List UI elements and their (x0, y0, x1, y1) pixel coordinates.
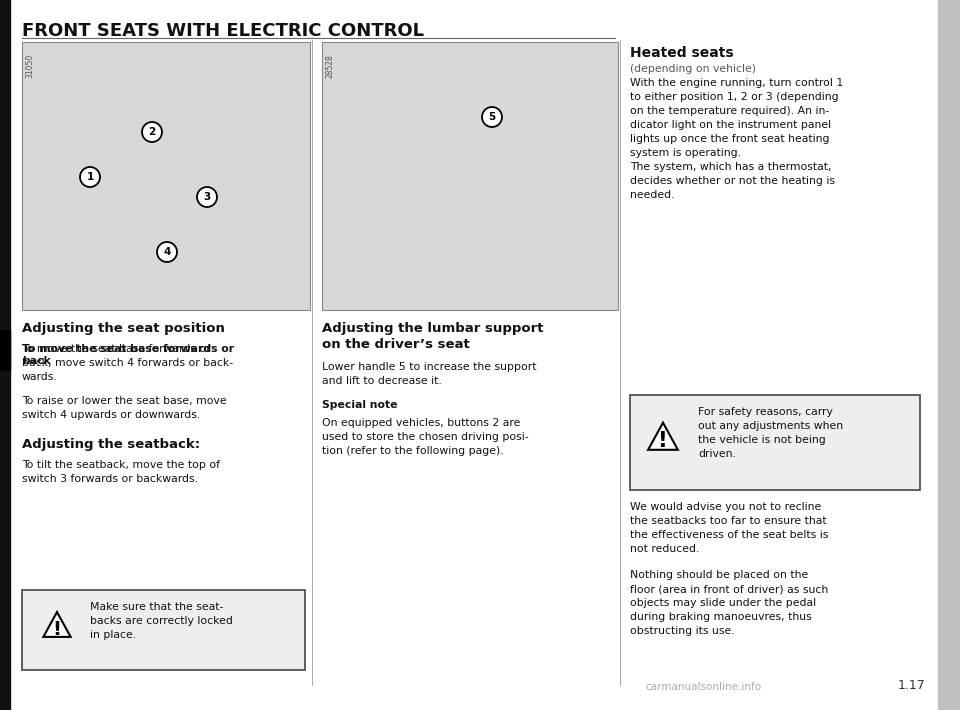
Text: For safety reasons, carry
out any adjustments when
the vehicle is not being
driv: For safety reasons, carry out any adjust… (698, 407, 843, 459)
Text: Nothing should be placed on the
floor (area in front of driver) as such
objects : Nothing should be placed on the floor (a… (630, 570, 828, 636)
Text: Lower handle 5 to increase the support
and lift to decrease it.: Lower handle 5 to increase the support a… (322, 362, 537, 386)
Circle shape (80, 167, 100, 187)
Text: Adjusting the seat position: Adjusting the seat position (22, 322, 225, 335)
Text: Heated seats: Heated seats (630, 46, 733, 60)
Text: 28528: 28528 (325, 54, 334, 78)
Bar (0, 0, 10, 710)
Text: To raise or lower the seat base, move
switch 4 upwards or downwards.: To raise or lower the seat base, move sw… (22, 396, 227, 420)
Text: !: ! (659, 432, 668, 452)
Text: To move the seat base forwards or
back: To move the seat base forwards or back (22, 344, 234, 366)
Text: Special note: Special note (322, 400, 397, 410)
Text: Adjusting the lumbar support: Adjusting the lumbar support (322, 322, 543, 335)
Text: To move the seat base forwards or
back, move switch: To move the seat base forwards or back, … (22, 344, 211, 366)
Text: 2: 2 (149, 127, 156, 137)
Text: On equipped vehicles, buttons 2 are
used to store the chosen driving posi-
tion : On equipped vehicles, buttons 2 are used… (322, 418, 529, 456)
Circle shape (482, 107, 502, 127)
Text: 1: 1 (86, 172, 94, 182)
Text: FRONT SEATS WITH ELECTRIC CONTROL: FRONT SEATS WITH ELECTRIC CONTROL (22, 22, 424, 40)
Text: 5: 5 (489, 112, 495, 122)
Bar (0, 330, 10, 370)
Bar (630, 395, 920, 490)
Text: To tilt the seatback, move the top of
switch 3 forwards or backwards.: To tilt the seatback, move the top of sw… (22, 460, 220, 484)
Text: 1.17: 1.17 (898, 679, 925, 692)
Text: (depending on vehicle): (depending on vehicle) (630, 64, 756, 74)
Text: 4: 4 (163, 247, 171, 257)
Bar (22, 42, 310, 310)
Text: With the engine running, turn control 1
to either position 1, 2 or 3 (depending
: With the engine running, turn control 1 … (630, 78, 843, 200)
Text: Adjusting the seatback:: Adjusting the seatback: (22, 438, 200, 451)
Text: 31050: 31050 (26, 54, 35, 78)
Text: !: ! (53, 620, 61, 639)
Text: Make sure that the seat-
backs are correctly locked
in place.: Make sure that the seat- backs are corre… (90, 602, 233, 640)
Text: We would advise you not to recline
the seatbacks too far to ensure that
the effe: We would advise you not to recline the s… (630, 502, 828, 554)
Text: on the driver’s seat: on the driver’s seat (322, 338, 469, 351)
Polygon shape (648, 422, 678, 450)
Bar (322, 42, 618, 310)
Text: carmanualsonline.info: carmanualsonline.info (645, 682, 761, 692)
Text: 3: 3 (204, 192, 210, 202)
Bar (22, 590, 305, 670)
Circle shape (142, 122, 162, 142)
Circle shape (157, 242, 177, 262)
Text: To move the seat base forwards or
back, move switch 4 forwards or back-
wards.: To move the seat base forwards or back, … (22, 344, 233, 382)
Circle shape (197, 187, 217, 207)
Polygon shape (43, 612, 71, 637)
Bar (938, 0, 960, 710)
